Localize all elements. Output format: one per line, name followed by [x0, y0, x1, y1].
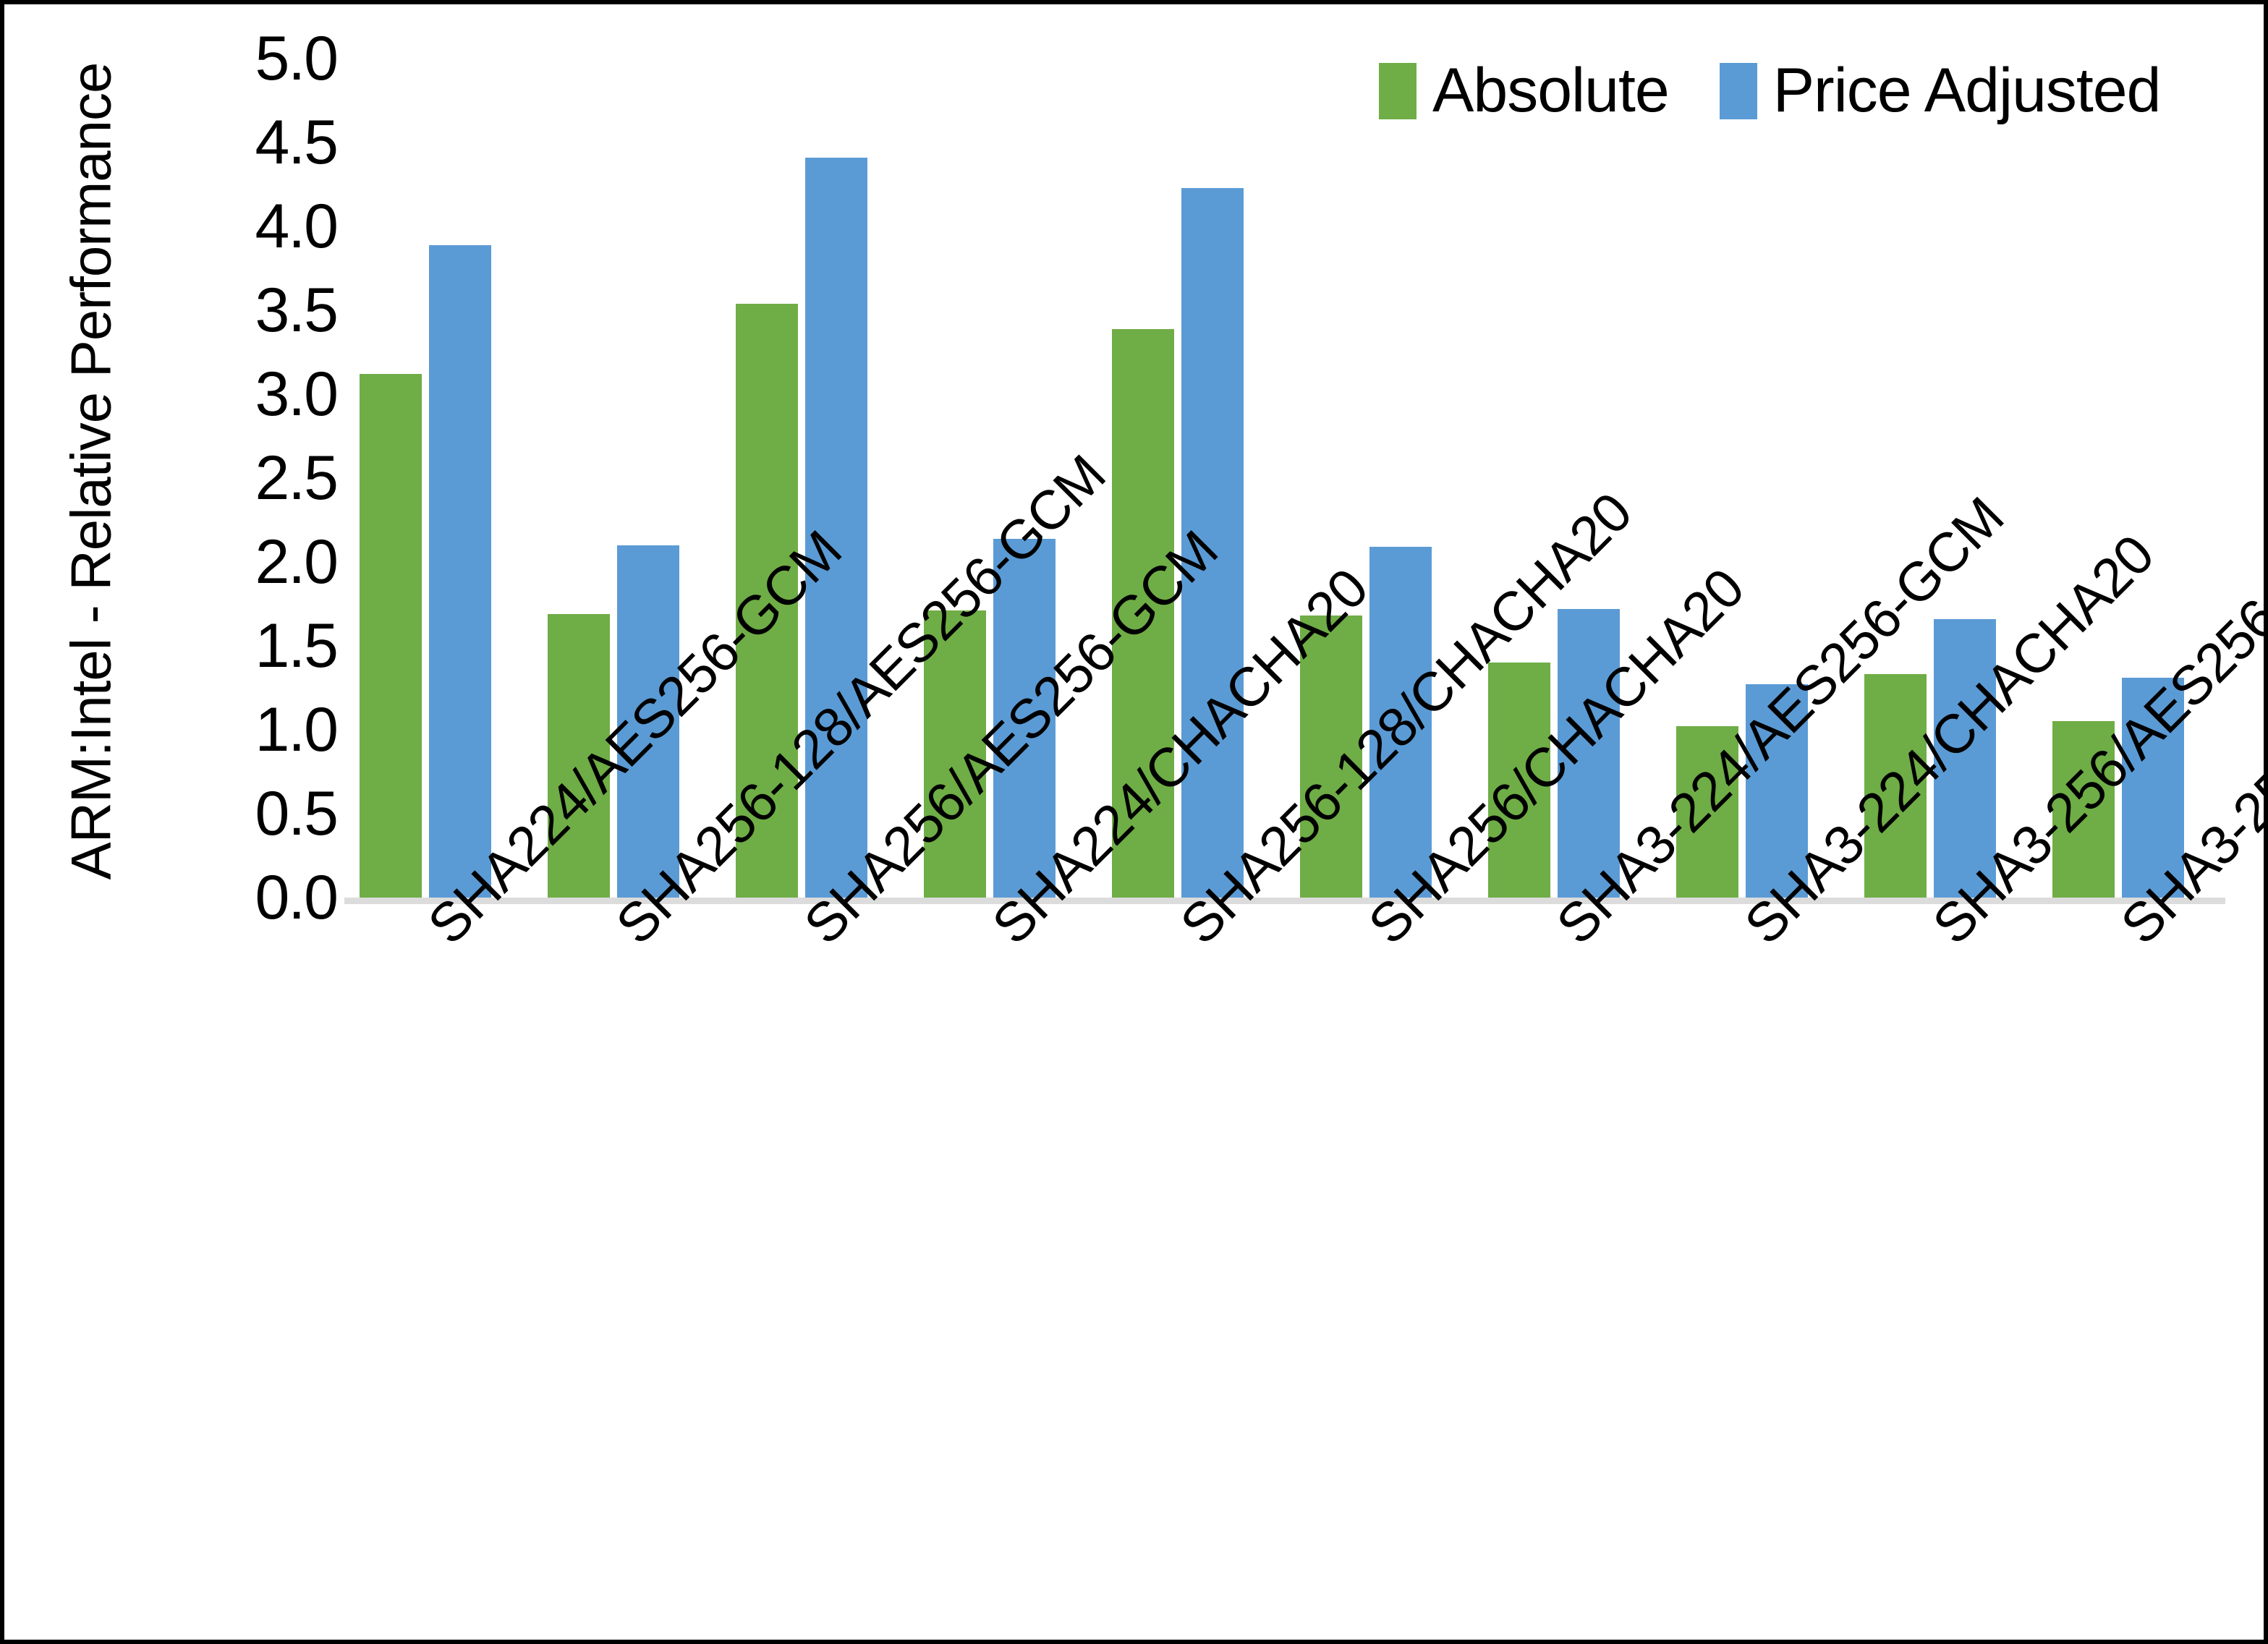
bar-price-adjusted[interactable] — [1369, 547, 1432, 898]
x-axis-baseline — [344, 898, 2225, 904]
y-tick-label: 5.0 — [255, 24, 339, 93]
bar-price-adjusted[interactable] — [616, 545, 679, 898]
bar-absolute[interactable] — [1299, 616, 1362, 898]
bar-absolute[interactable] — [2052, 721, 2115, 898]
bar-pair — [1473, 59, 1661, 898]
y-axis-tick-labels: 5.0 4.5 4.0 3.5 3.0 2.5 2.0 1.5 1.0 0.5 0.0 — [171, 4, 339, 929]
bar-pair — [1285, 59, 1473, 898]
y-tick-label: 2.5 — [255, 443, 339, 513]
bar-price-adjusted[interactable] — [2121, 678, 2184, 898]
legend-label: Price Adjusted — [1772, 56, 2162, 125]
chart-legend: Absolute Price Adjusted — [1379, 55, 2162, 127]
bar-group — [532, 59, 721, 898]
bar-pair — [721, 59, 909, 898]
bar-price-adjusted[interactable] — [1181, 187, 1244, 898]
bar-price-adjusted[interactable] — [804, 157, 867, 898]
bar-price-adjusted[interactable] — [993, 538, 1056, 898]
bar-absolute[interactable] — [923, 610, 986, 898]
y-tick-label: 1.0 — [255, 695, 339, 764]
bar-group — [344, 59, 532, 898]
legend-swatch-icon — [1719, 62, 1757, 119]
bar-price-adjusted[interactable] — [1557, 608, 1620, 898]
bar-absolute[interactable] — [547, 613, 610, 898]
bar-pair — [1097, 59, 1285, 898]
bar-group — [2037, 59, 2225, 898]
legend-item[interactable]: Price Adjusted — [1719, 55, 2162, 127]
bar-pair — [2037, 59, 2225, 898]
x-axis-tick-labels: SHA224/AES256-GCM SHA256-128/AES256-GCM SH… — [344, 443, 2264, 1563]
bar-price-adjusted[interactable] — [1745, 684, 1808, 898]
bar-group — [1285, 59, 1473, 898]
bar-absolute[interactable] — [1864, 674, 1927, 898]
legend-item[interactable]: Absolute — [1379, 55, 1670, 127]
plot-area — [344, 59, 2225, 904]
bar-pair — [1661, 59, 1849, 898]
y-tick-label: 1.5 — [255, 611, 339, 681]
bar-absolute[interactable] — [1675, 726, 1738, 898]
bar-pair — [344, 59, 532, 898]
y-axis-title: ARM:Intel - Relative Performance — [59, 62, 123, 880]
bar-absolute[interactable] — [735, 303, 798, 898]
y-tick-label: 0.0 — [255, 863, 339, 932]
bar-group — [1097, 59, 1285, 898]
bar-absolute[interactable] — [1487, 663, 1550, 898]
bar-group — [721, 59, 909, 898]
y-tick-label: 0.5 — [255, 779, 339, 848]
y-tick-label: 3.5 — [255, 276, 339, 345]
legend-swatch-icon — [1379, 62, 1417, 119]
y-tick-label: 2.0 — [255, 527, 339, 597]
y-tick-label: 4.0 — [255, 192, 339, 261]
bar-absolute[interactable] — [1111, 328, 1174, 898]
bar-group — [1473, 59, 1661, 898]
bar-group — [1849, 59, 2037, 898]
bar-pair — [532, 59, 721, 898]
y-tick-label: 4.5 — [255, 108, 339, 177]
bar-pair — [1849, 59, 2037, 898]
bar-absolute[interactable] — [359, 374, 422, 898]
legend-label: Absolute — [1432, 56, 1670, 125]
bar-groups — [344, 59, 2225, 898]
bar-price-adjusted[interactable] — [1933, 618, 1996, 898]
bar-price-adjusted[interactable] — [428, 244, 491, 898]
bar-pair — [909, 59, 1097, 898]
bar-group — [1661, 59, 1849, 898]
bar-group — [909, 59, 1097, 898]
y-tick-label: 3.0 — [255, 359, 339, 429]
